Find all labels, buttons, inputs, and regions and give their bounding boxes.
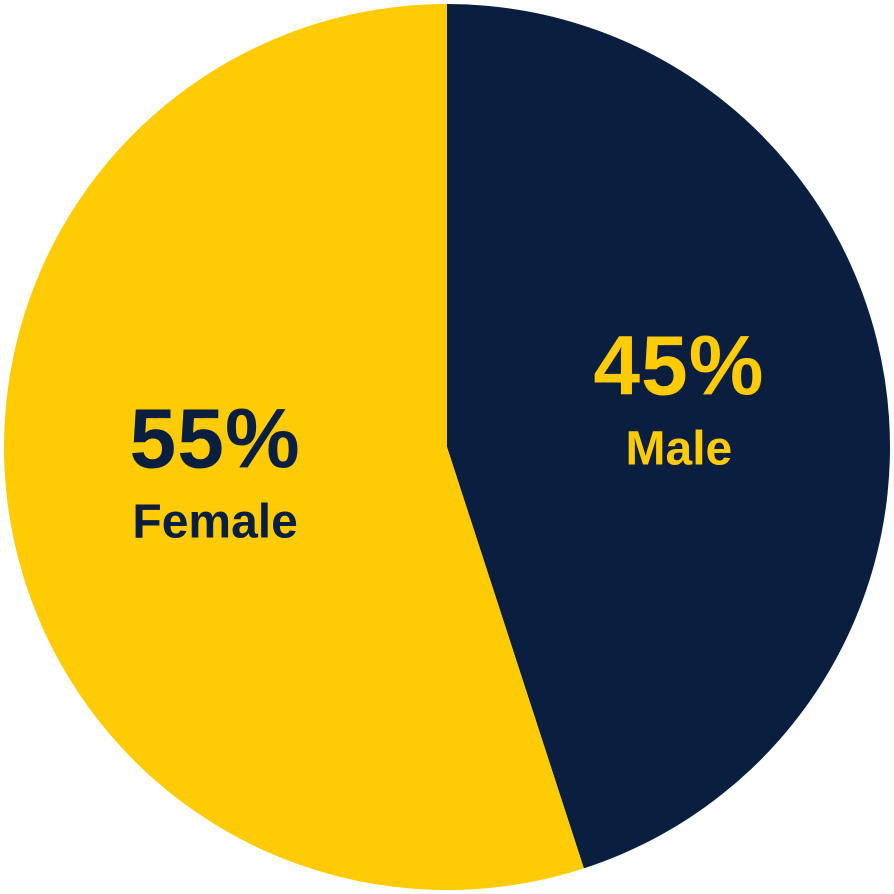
slice-value-label-male: 45% (593, 318, 764, 412)
slice-category-label-male: Male (626, 422, 733, 475)
slice-value-label-female: 55% (130, 392, 301, 486)
pie-slice-male (447, 4, 891, 869)
pie-slice-female (4, 4, 584, 890)
slice-category-label-female: Female (132, 496, 297, 549)
pie-labels: 45% Male 55% Female (130, 318, 764, 549)
pie-slices (4, 4, 891, 890)
